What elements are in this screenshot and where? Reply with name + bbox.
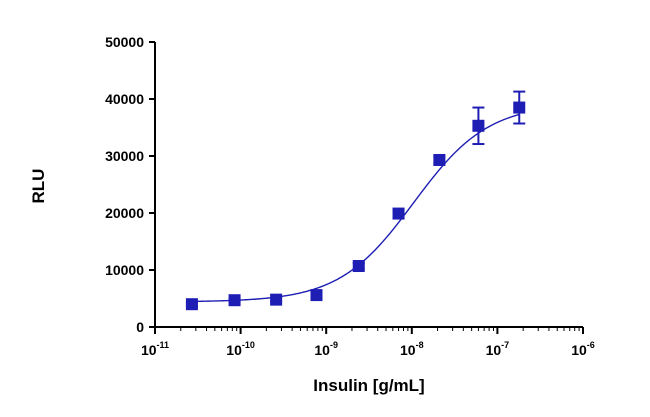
y-tick-label: 30000 — [105, 148, 144, 164]
data-point — [352, 260, 365, 273]
data-marker — [433, 153, 446, 166]
data-marker — [310, 289, 323, 302]
data-marker — [472, 119, 485, 132]
x-tick-label: 10-7 — [486, 340, 510, 358]
x-tick-label: 10-6 — [571, 340, 595, 358]
fit-line — [191, 113, 520, 303]
data-point — [310, 289, 323, 302]
y-tick-label: 40000 — [105, 91, 144, 107]
data-point — [433, 153, 446, 166]
data-point — [185, 298, 198, 311]
x-tick-label: 10-11 — [141, 340, 169, 358]
data-point — [513, 90, 526, 125]
x-tick-label: 10-10 — [226, 340, 255, 358]
y-tick-label: 0 — [136, 319, 144, 335]
fit-curve — [191, 113, 520, 303]
data-point — [472, 106, 485, 146]
data-marker — [392, 207, 405, 220]
axes: 0 10000 20000 30000 40000 50000 10-11 10-10 10-9… — [105, 34, 595, 358]
y-tick-label: 50000 — [105, 34, 144, 50]
data-marker — [513, 101, 526, 114]
x-tick-label: 10-8 — [400, 340, 424, 358]
data-marker — [270, 293, 283, 306]
axis-labels: Insulin [g/mL] RLU — [29, 169, 425, 395]
data-point — [392, 207, 405, 220]
data-marker — [352, 260, 365, 273]
y-tick-label: 10000 — [105, 262, 144, 278]
data-marker — [185, 298, 198, 311]
x-axis-title: Insulin [g/mL] — [313, 376, 424, 395]
data-points — [185, 90, 526, 311]
data-marker — [228, 294, 241, 307]
data-point — [270, 293, 283, 306]
y-tick-label: 20000 — [105, 205, 144, 221]
data-point — [228, 294, 241, 307]
y-axis-title: RLU — [29, 169, 48, 204]
x-tick-label: 10-9 — [314, 340, 338, 358]
